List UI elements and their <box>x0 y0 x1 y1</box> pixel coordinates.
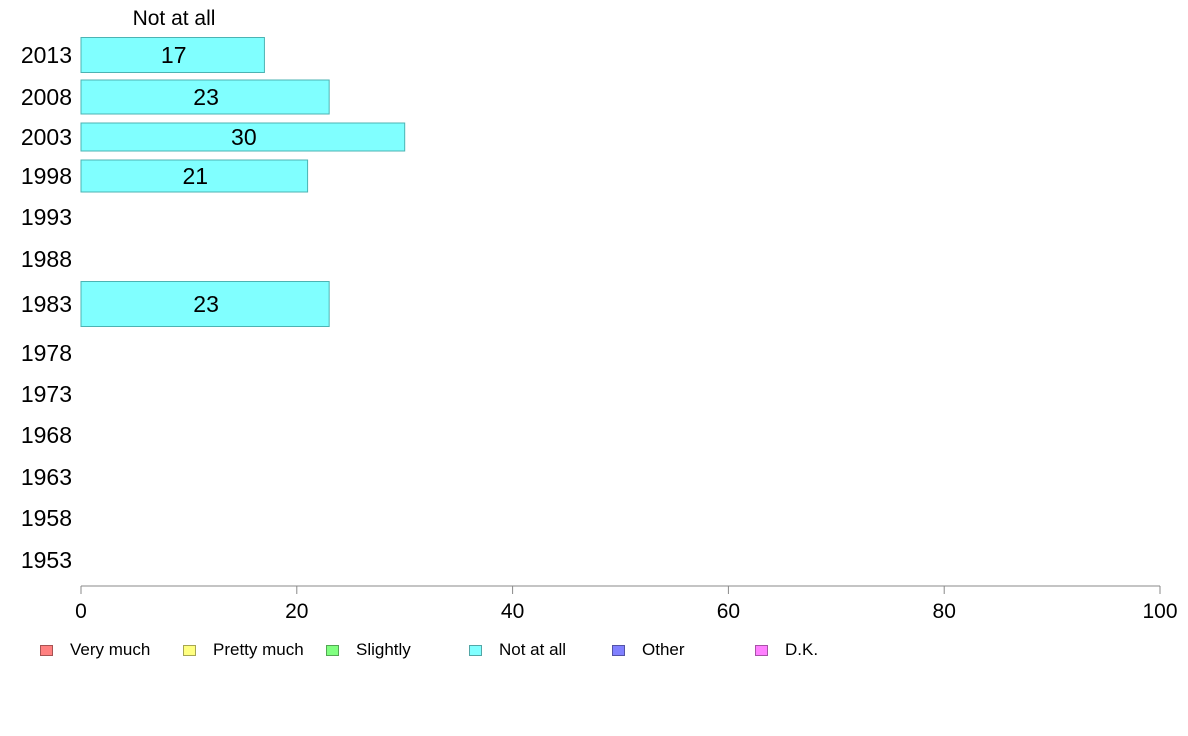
legend-label: Very much <box>70 640 151 659</box>
data-label: 23 <box>193 291 219 317</box>
legend-label: Pretty much <box>213 640 304 659</box>
bar <box>80 122 406 152</box>
bar <box>80 79 330 115</box>
y-tick-label: 1968 <box>21 422 72 448</box>
y-tick-label: 1953 <box>21 547 72 573</box>
bar <box>80 37 265 73</box>
bar <box>80 159 309 193</box>
y-tick-label: 1983 <box>21 291 72 317</box>
legend-label: Not at all <box>499 640 567 659</box>
y-tick-label: 2003 <box>21 124 72 150</box>
x-tick-label: 40 <box>501 600 524 623</box>
legend-item: Not at all <box>469 640 566 660</box>
data-label: 17 <box>161 42 187 68</box>
legend-item: Very much <box>40 640 150 660</box>
legend-swatch <box>40 644 53 656</box>
legend-item: Other <box>612 640 685 660</box>
y-tick-label: 2008 <box>21 84 72 110</box>
bar <box>80 281 330 327</box>
y-tick-label: 1958 <box>21 505 72 531</box>
data-label: 21 <box>182 163 208 189</box>
legend-swatch <box>755 644 768 656</box>
x-tick-label: 100 <box>1142 600 1177 623</box>
y-tick-label: 1963 <box>21 464 72 490</box>
y-tick-label: 1993 <box>21 204 72 230</box>
x-tick-label: 80 <box>933 600 956 623</box>
legend: Very much Pretty much Slightly Not at all Ot… <box>0 640 1188 660</box>
x-tick-label: 0 <box>75 600 87 623</box>
legend-item: Slightly <box>326 640 411 660</box>
x-tick-label: 60 <box>717 600 740 623</box>
legend-swatch <box>326 644 339 656</box>
x-axis: 0 20 40 60 80 100 <box>75 585 1178 623</box>
y-tick-label: 1998 <box>21 163 72 189</box>
legend-label: Other <box>642 640 685 659</box>
data-label: 23 <box>193 84 219 110</box>
legend-swatch <box>469 644 482 656</box>
bars: 2013 17 2008 23 2003 30 1998 21 1993 1988 1983 23 19… <box>21 37 406 573</box>
legend-swatch <box>612 644 625 656</box>
legend-label: D.K. <box>785 640 819 659</box>
bar-chart: Not at all 2013 17 2008 23 2003 30 1998 21 1993 1… <box>21 7 1178 623</box>
legend-label: Slightly <box>356 640 411 659</box>
y-tick-label: 1988 <box>21 246 72 272</box>
x-tick-label: 20 <box>285 600 308 623</box>
y-tick-label: 1973 <box>21 381 72 407</box>
series-header: Not at all <box>133 7 216 30</box>
data-label: 30 <box>231 124 257 150</box>
legend-item: D.K. <box>755 640 818 660</box>
legend-swatch <box>183 644 196 656</box>
y-tick-label: 1978 <box>21 340 72 366</box>
y-tick-label: 2013 <box>21 42 72 68</box>
legend-item: Pretty much <box>183 640 304 660</box>
